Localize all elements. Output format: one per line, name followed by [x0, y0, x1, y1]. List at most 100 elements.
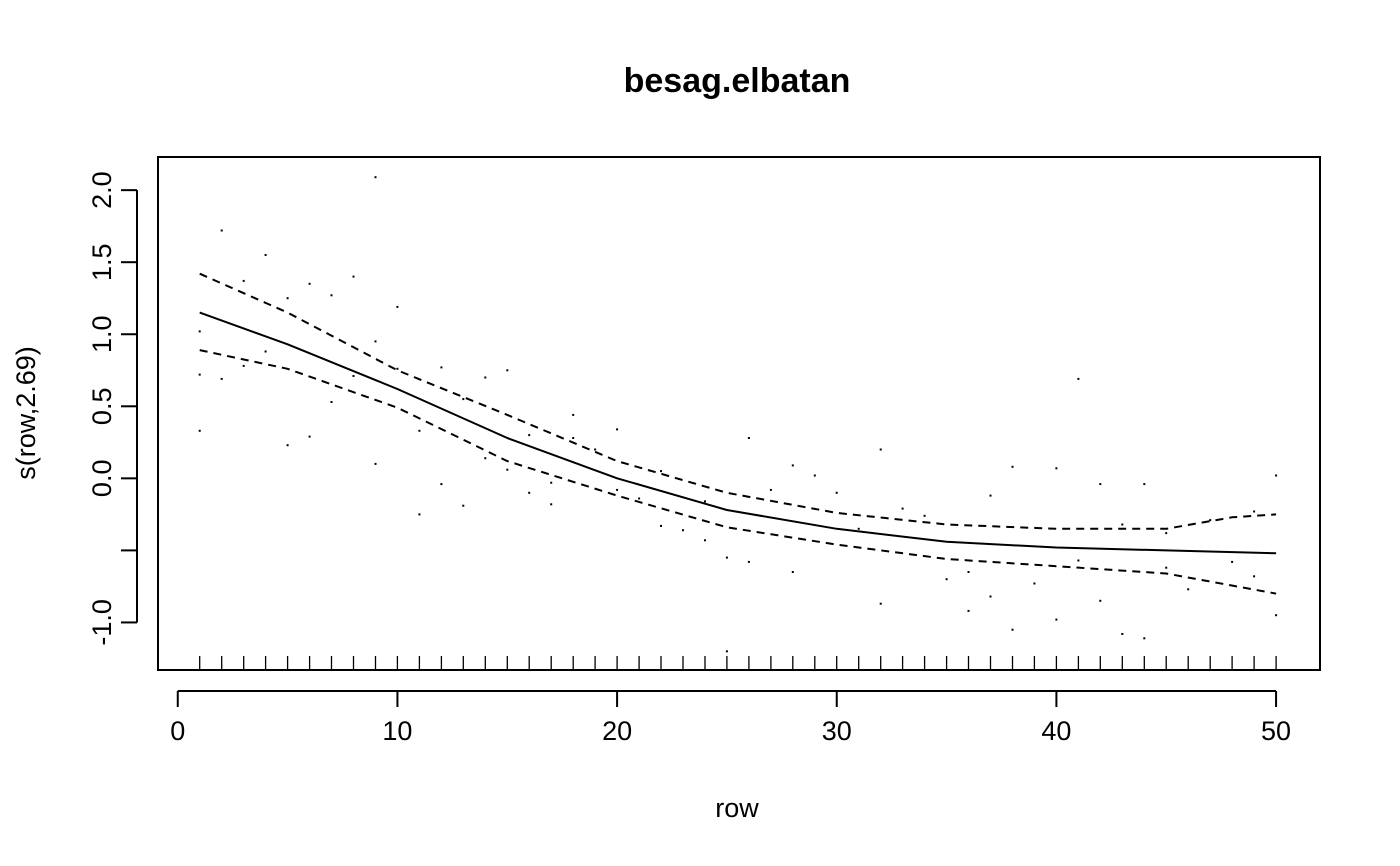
smooth-line-0 [199, 311, 1277, 555]
x-tick-label-5: 50 [1261, 716, 1291, 746]
residual-point-59 [901, 507, 904, 510]
residual-point-19 [374, 340, 377, 343]
residual-point-57 [879, 602, 882, 605]
residual-point-4 [220, 377, 223, 380]
residual-point-16 [352, 375, 355, 377]
residual-point-68 [1033, 582, 1036, 585]
residual-point-83 [1231, 560, 1234, 563]
residual-point-18 [374, 462, 377, 465]
residual-point-54 [813, 474, 816, 477]
y-tick-label-6: 2.0 [87, 171, 117, 209]
residual-point-21 [396, 305, 399, 308]
residual-point-26 [462, 398, 465, 401]
residual-point-86 [1275, 474, 1278, 477]
residual-point-0 [198, 330, 201, 333]
residual-point-40 [616, 428, 619, 431]
residual-point-34 [550, 481, 553, 484]
residual-point-74 [1099, 599, 1102, 602]
series-layer [199, 272, 1277, 595]
residual-point-22 [418, 513, 421, 516]
residual-point-66 [1011, 628, 1014, 631]
residual-point-75 [1121, 633, 1124, 635]
residual-point-32 [528, 434, 531, 437]
y-tick-label-3: 0.5 [87, 388, 117, 426]
y-tick-label-4: 1.0 [87, 315, 117, 353]
residual-point-81 [1187, 588, 1190, 591]
residual-point-31 [506, 468, 509, 471]
confidence-band-2 [199, 349, 1277, 595]
x-tick-label-1: 10 [382, 716, 412, 746]
residual-point-47 [725, 556, 728, 559]
residual-point-63 [967, 609, 970, 612]
residual-points [198, 176, 1278, 653]
x-axis: 0 10 20 30 40 50 [170, 690, 1291, 746]
y-tick-label-2: 0.0 [87, 460, 117, 498]
residual-point-10 [286, 297, 289, 300]
residual-point-70 [1055, 467, 1058, 470]
residual-point-7 [264, 254, 267, 256]
residual-point-56 [857, 527, 860, 530]
residual-point-15 [352, 275, 355, 278]
residual-point-46 [704, 500, 706, 503]
residual-point-12 [308, 282, 311, 285]
residual-point-2 [198, 429, 201, 432]
x-tick-label-2: 20 [602, 716, 632, 746]
residual-point-53 [791, 464, 794, 467]
residual-point-78 [1143, 483, 1146, 486]
residual-point-77 [1143, 637, 1146, 640]
residual-point-41 [638, 497, 641, 500]
residual-point-38 [594, 448, 597, 451]
y-tick-label-5: 1.5 [87, 243, 117, 281]
residual-point-1 [198, 373, 201, 376]
residual-point-42 [660, 524, 662, 527]
residual-point-72 [1077, 559, 1080, 562]
residual-point-28 [484, 376, 487, 379]
residual-point-14 [330, 401, 333, 403]
residual-point-11 [308, 435, 311, 438]
residual-point-69 [1055, 618, 1058, 621]
residual-point-67 [1011, 465, 1014, 468]
residual-point-33 [528, 491, 531, 494]
residual-point-39 [616, 488, 619, 491]
residual-point-8 [264, 350, 267, 353]
residual-point-55 [835, 491, 838, 494]
residual-point-49 [747, 560, 750, 563]
residual-point-80 [1165, 532, 1168, 535]
residual-point-9 [286, 444, 289, 447]
x-tick-label-3: 30 [822, 716, 852, 746]
residual-point-82 [1209, 519, 1212, 522]
residual-point-51 [769, 488, 772, 491]
residual-point-79 [1165, 566, 1168, 569]
confidence-band-1 [199, 272, 1277, 530]
x-tick-label-4: 40 [1041, 716, 1071, 746]
residual-point-61 [945, 578, 948, 581]
residual-point-65 [989, 595, 992, 598]
residual-point-24 [440, 483, 443, 486]
plot-frame [157, 156, 1321, 671]
residual-point-23 [418, 429, 421, 432]
residual-point-58 [879, 448, 882, 451]
residual-point-48 [725, 650, 728, 653]
residual-point-25 [440, 366, 443, 369]
residual-point-13 [330, 294, 333, 297]
chart-title: besag.elbatan [624, 62, 851, 100]
y-axis: -1.0 0.0 0.5 1.0 1.5 2.0 [87, 171, 138, 646]
residual-point-6 [242, 279, 245, 282]
residual-point-3 [220, 229, 223, 232]
residual-point-27 [462, 504, 465, 507]
residual-point-62 [967, 571, 970, 573]
residual-point-17 [374, 176, 377, 179]
residual-point-52 [791, 571, 794, 573]
residual-point-84 [1253, 510, 1256, 513]
residual-point-76 [1121, 523, 1124, 526]
residual-point-37 [572, 437, 575, 439]
residual-point-29 [484, 457, 487, 460]
residual-point-87 [1275, 614, 1278, 617]
residual-point-43 [660, 470, 662, 473]
residual-point-73 [1099, 483, 1102, 486]
residual-point-20 [396, 367, 399, 370]
residual-point-45 [704, 539, 706, 542]
residual-point-5 [242, 364, 245, 367]
residual-point-44 [682, 529, 684, 532]
residual-point-71 [1077, 377, 1080, 380]
